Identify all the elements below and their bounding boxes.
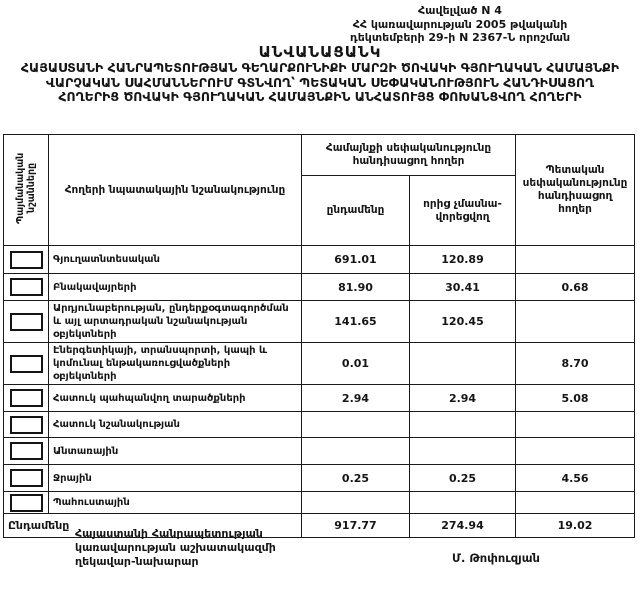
total-community-total: 917.77 [301,513,410,538]
document-title: ԱՆՎԱՆԱՑԱՆԿ ՀԱՅԱՍՏԱՆԻ ՀԱՆՐԱՊԵՏՈՒԹՅԱՆ ԳԵՂԱ… [0,44,640,105]
land-category-label: Պահուստային [48,491,302,514]
symbol-cell [3,273,49,301]
table-row: Արդյունաբերության, ընդերքօգտագործման և ա… [3,300,636,343]
title-line-2: ՀԱՅԱՍՏԱՆԻ ՀԱՆՐԱՊԵՏՈՒԹՅԱՆ ԳԵՂԱՐՔՈՒՆԻՔԻ ՄԱ… [20,60,620,75]
table-row: Էներգետիկայի, տրանսպորտի, կապի և կոմունա… [3,342,636,385]
value-non-privatized [408,411,517,438]
legend-symbol-box [9,389,43,407]
value-community-total: 81.90 [301,273,410,301]
table-row: Հատուկ նշանակության [3,411,636,438]
symbol-cell [3,384,49,412]
land-category-label: Հատուկ նշանակության [48,411,302,438]
table-row: Բնակավայրերի 81.90 30.41 0.68 [3,273,636,301]
table-row: Անտառային [3,437,636,465]
appendix-decree-line1: ՀՀ կառավարության 2005 թվականի [352,17,568,31]
land-category-label: Գյուղատնտեսական [48,245,302,274]
header-state: Պետական սեփականությունը հանդիսացող հողեր [515,134,636,246]
total-label: Ընդամենը [3,513,302,538]
header-community-non-privatized: որից չմասնա-վորեցվող [408,175,517,246]
header-purpose: Հողերի նպատակային նշանակությունը [48,134,302,246]
symbol-cell [3,342,49,385]
signatory-name: Մ. Թոփուզյան [452,551,540,565]
legend-symbol-box [9,442,43,460]
symbol-cell [3,300,49,343]
value-state [515,300,636,343]
legend-symbol-box [9,312,43,331]
legend-symbol-box [9,278,43,296]
header-community-total: ընդամենը [301,175,410,246]
value-community-total: 691.01 [301,245,410,274]
table-header-row-1: Պայմանական նշանները Հողերի նպատակային նշ… [3,134,636,246]
value-non-privatized [408,342,517,385]
header-symbols: Պայմանական նշանները [3,134,49,246]
appendix-number: Հավելված N 4 [418,4,502,17]
appendix-decree-line2: դեկտեմբերի 29-ի N 2367-Ն որոշման [349,31,571,44]
appendix-reference: Հավելված N 4 ՀՀ կառավարության 2005 թվակա… [270,4,640,45]
header-community: Համայնքի սեփականությունը հանդիսացող հողե… [300,134,517,176]
signatory-title-line-2: կառավարության աշխատակազմի [75,541,276,554]
symbol-cell [3,245,49,274]
value-non-privatized: 120.45 [408,300,517,343]
value-state [515,245,636,274]
title-heading: ԱՆՎԱՆԱՑԱՆԿ [258,43,382,61]
value-community-total [301,411,410,438]
value-state [515,411,636,438]
value-state: 4.56 [515,464,636,492]
table-header-row-2: ընդամենը որից չմասնա-վորեցվող [4,175,635,246]
land-category-label: Հատուկ պահպանվող տարածքների [48,384,302,412]
table-row: Հատուկ պահպանվող տարածքների 2.94 2.94 5.… [3,384,636,412]
value-state: 5.08 [515,384,636,412]
value-non-privatized: 120.89 [408,245,517,274]
land-category-label: Ջրային [48,464,302,492]
total-state: 19.02 [515,513,636,538]
legend-symbol-box [9,469,43,487]
symbol-cell [3,411,49,438]
value-community-total [301,491,410,514]
title-line-4: ՀՈՂԵՐԻՑ ԾՈՎԱԿԻ ԳՅՈՒՂԱԿԱՆ ՀԱՄԱՅՆՔԻՆ ԱՆՀԱՏ… [58,89,582,104]
value-non-privatized: 30.41 [408,273,517,301]
value-non-privatized: 2.94 [408,384,517,412]
table-row: Ջրային 0.25 0.25 4.56 [3,464,636,492]
symbol-cell [3,437,49,465]
signatory-title-line-1: Հայաստանի Հանրապետության [75,527,263,540]
value-non-privatized: 0.25 [408,464,517,492]
value-non-privatized [408,491,517,514]
title-line-3: ՎԱՐՉԱԿԱՆ ՍԱՀՄԱՆՆԵՐՈՒՄ ԳՏՆՎՈՂ՝ ՊԵՏԱԿԱՆ ՍԵ… [45,74,595,90]
legend-symbol-box [9,354,43,373]
value-state [515,437,636,465]
value-community-total: 0.25 [301,464,410,492]
total-non-privatized: 274.94 [408,513,517,538]
value-community-total: 2.94 [301,384,410,412]
value-community-total: 0.01 [301,342,410,385]
legend-symbol-box [9,415,43,434]
land-category-label: Անտառային [48,437,302,465]
land-category-label: Էներգետիկայի, տրանսպորտի, կապի և կոմունա… [48,342,302,385]
land-category-label: Արդյունաբերության, ընդերքօգտագործման և ա… [48,300,302,343]
value-non-privatized [408,437,517,465]
table-total-row: Ընդամենը 917.77 274.94 19.02 [3,513,636,538]
symbol-cell [3,464,49,492]
value-state: 0.68 [515,273,636,301]
value-community-total [301,437,410,465]
table-row: Գյուղատնտեսական 691.01 120.89 [3,245,636,274]
header-symbols-label: Պայմանական նշանները [15,152,37,224]
legend-symbol-box [9,493,43,512]
signatory-title: Հայաստանի Հանրապետության կառավարության ա… [75,527,276,569]
value-community-total: 141.65 [301,300,410,343]
table-row: Պահուստային [3,491,636,514]
legend-symbol-box [9,250,43,269]
value-state: 8.70 [515,342,636,385]
symbol-cell [3,491,49,514]
value-state [515,491,636,514]
signatory-title-line-3: ղեկավար-նախարար [75,555,199,568]
land-table: Պայմանական նշանները Հողերի նպատակային նշ… [3,134,636,538]
land-category-label: Բնակավայրերի [48,273,302,301]
